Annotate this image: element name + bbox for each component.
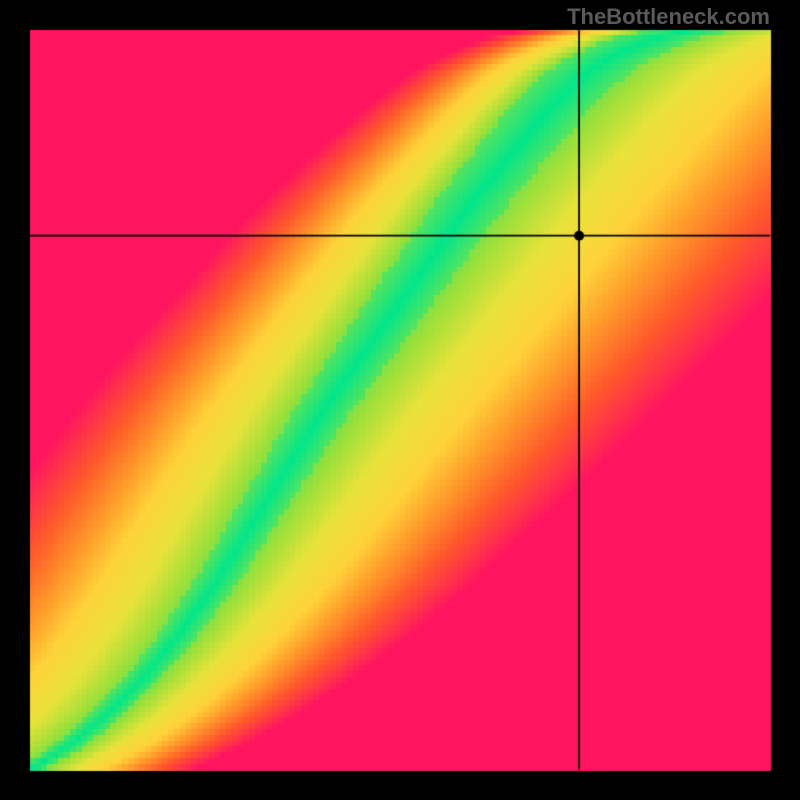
bottleneck-heatmap xyxy=(0,0,800,800)
chart-container: TheBottleneck.com xyxy=(0,0,800,800)
watermark-text: TheBottleneck.com xyxy=(567,4,770,30)
